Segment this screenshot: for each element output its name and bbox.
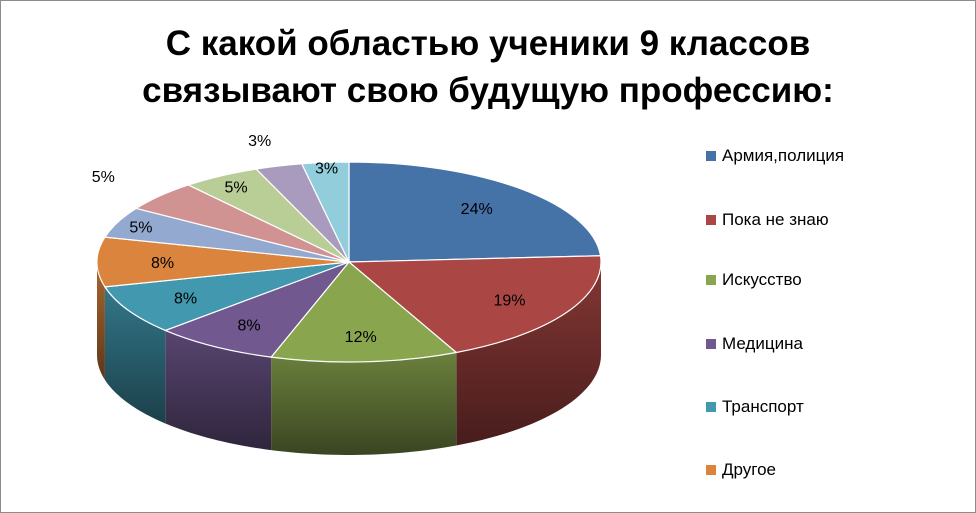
legend-item-5: Другое	[706, 460, 776, 480]
pie-slice-2[interactable]	[269, 261, 458, 363]
pie-slice-0[interactable]	[348, 161, 602, 263]
chart-title: С какой областью ученики 9 классов связы…	[0, 20, 976, 114]
legend-item-1: Пока не знаю	[706, 210, 829, 230]
data-label-3: 8%	[238, 318, 261, 335]
chart-title-line-1: С какой областью ученики 9 классов	[165, 24, 811, 63]
pie-data-labels: 24% 19% 12% 8% 8% 8% 5% 5% 5% 3% 3%	[92, 133, 526, 346]
pie-slice-3[interactable]	[163, 260, 351, 358]
legend-label-0: Армия,полиция	[722, 146, 845, 165]
pie-side-5	[97, 262, 105, 380]
chart-title-line-2: связывают свою будущую профессию:	[142, 71, 834, 110]
pie-slice-10[interactable]	[300, 161, 350, 263]
data-label-10: 3%	[315, 160, 338, 177]
data-label-8: 5%	[225, 179, 248, 196]
data-label-6: 5%	[129, 219, 152, 236]
legend-swatch-5	[706, 465, 716, 475]
legend-swatch-3	[706, 339, 716, 349]
legend-swatch-4	[706, 402, 716, 412]
data-label-4: 8%	[174, 291, 197, 308]
legend-label-2: Искусство	[722, 270, 802, 289]
pie-slices	[96, 161, 602, 363]
legend-swatch-1	[706, 215, 716, 225]
legend-item-4: Транспорт	[706, 397, 804, 417]
legend-label-1: Пока не знаю	[722, 210, 829, 229]
pie-side-walls	[97, 262, 601, 455]
data-label-2: 12%	[345, 329, 377, 346]
legend-swatch-0	[706, 151, 716, 161]
legend-label-3: Медицина	[722, 334, 803, 353]
data-label-9: 3%	[248, 133, 271, 150]
pie-slice-5[interactable]	[96, 236, 350, 288]
data-label-7: 5%	[92, 169, 115, 186]
pie-slice-4[interactable]	[103, 261, 350, 332]
pie-side-2	[271, 352, 457, 455]
pie-side-3	[165, 330, 272, 451]
legend-label-5: Другое	[722, 460, 777, 479]
pie-side-4	[104, 286, 166, 424]
legend-item-3: Медицина	[706, 334, 803, 354]
legend-label-4: Транспорт	[722, 397, 804, 416]
data-label-0: 24%	[461, 201, 493, 218]
legend-item-0: Армия,полиция	[706, 146, 844, 166]
legend-swatch-2	[706, 275, 716, 285]
data-label-5: 8%	[151, 255, 174, 272]
pie-side-1	[456, 262, 601, 446]
data-label-1: 19%	[493, 293, 525, 310]
legend-item-2: Искусство	[706, 270, 802, 290]
pie-slice-1[interactable]	[347, 255, 602, 354]
